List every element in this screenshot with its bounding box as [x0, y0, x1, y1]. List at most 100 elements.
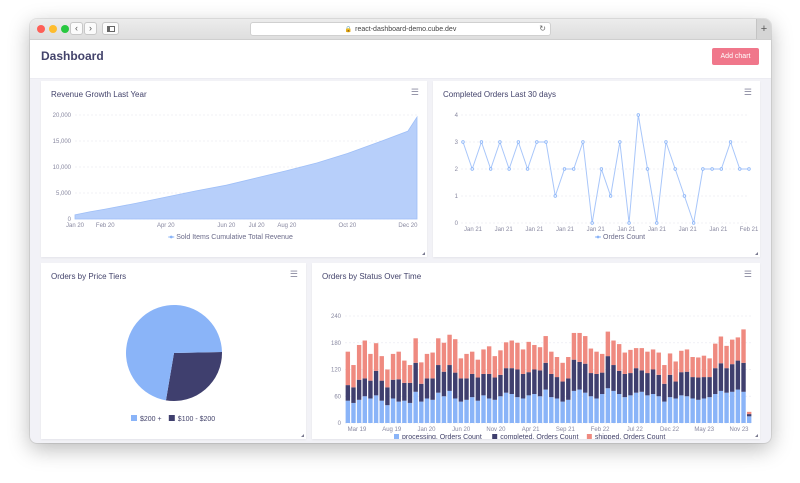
legend-label: completed, Orders Count [500, 434, 578, 439]
bar-segment [656, 396, 661, 423]
plus-icon: + [760, 23, 768, 35]
bar-segment [622, 373, 628, 398]
bar-segment [583, 392, 588, 423]
bar-segment [430, 399, 435, 423]
bar-segment [633, 368, 639, 393]
bar-segment [515, 342, 520, 370]
bar-segment [741, 362, 746, 392]
bar-segment [696, 357, 701, 378]
bar-segment [469, 373, 475, 398]
bar-segment [520, 373, 526, 399]
bar-segment [713, 343, 718, 369]
close-window-button[interactable] [37, 25, 45, 33]
bar-segment [453, 339, 458, 373]
bar-segment [560, 381, 565, 402]
bar-segment [583, 336, 588, 364]
bar-segment [385, 369, 390, 388]
data-point [535, 140, 539, 144]
bar-segment [441, 371, 447, 397]
bar-segment [503, 342, 509, 369]
bar-segment [532, 344, 537, 370]
bar-segment [645, 395, 650, 423]
bar-segment [599, 394, 605, 423]
x-tick-label: Jan 21 [617, 227, 636, 233]
bar-segment [419, 383, 424, 402]
reload-icon[interactable]: ↻ [539, 24, 546, 33]
bar-segment [407, 402, 413, 423]
menu-icon[interactable]: ☰ [743, 269, 752, 279]
pie-slice-100-200 [165, 352, 223, 401]
bar-segment [526, 341, 531, 373]
y-tick-label: 60 [334, 394, 341, 400]
legend-label: processing, Orders Count [402, 434, 482, 439]
y-tick-label: 2 [455, 167, 459, 173]
maximize-window-button[interactable] [61, 25, 69, 33]
resize-handle-icon[interactable] [301, 434, 304, 437]
bar-segment [407, 365, 413, 383]
sidebar-toggle-button[interactable] [102, 22, 119, 35]
bar-segment [447, 334, 452, 366]
bar-segment [345, 385, 351, 401]
address-bar[interactable]: 🔒 react-dashboard-demo.cube.dev ↻ [250, 22, 551, 36]
bar-segment [605, 388, 611, 423]
x-tick-label: Jan 20 [66, 223, 85, 229]
bar-segment [577, 361, 582, 390]
bar-segment [707, 397, 712, 423]
bar-segment [458, 358, 464, 379]
bar-segment [667, 353, 673, 375]
bar-segment [441, 342, 447, 372]
y-tick-label: 0 [455, 221, 459, 227]
data-point [627, 221, 631, 225]
data-point [645, 167, 650, 171]
legend-label: Orders Count [603, 234, 645, 241]
bar-segment [639, 370, 644, 392]
bar-segment [611, 365, 616, 391]
bar-segment [594, 373, 599, 399]
forward-button[interactable]: › [84, 22, 97, 35]
bar-segment [486, 346, 492, 374]
data-point [581, 140, 585, 144]
y-tick-label: 120 [331, 368, 342, 374]
bar-segment [475, 377, 481, 401]
bar-segment [424, 353, 430, 379]
bar-segment [571, 332, 577, 360]
back-button[interactable]: ‹ [70, 22, 83, 35]
legend-label: $200 + [140, 416, 162, 423]
x-tick-label: Dec 22 [660, 427, 680, 433]
resize-handle-icon[interactable] [422, 252, 425, 255]
bar-segment [611, 390, 616, 423]
x-tick-label: Jan 21 [525, 227, 544, 233]
data-point [738, 167, 742, 171]
x-tick-label: Jan 20 [417, 427, 436, 433]
minimize-window-button[interactable] [49, 25, 57, 33]
new-tab-button[interactable]: + [756, 19, 771, 39]
bar-segment [481, 395, 486, 423]
resize-handle-icon[interactable] [755, 252, 758, 255]
bar-segment [458, 401, 464, 423]
status-chart-card: Orders by Status Over Time ☰ 0 60 120 180 24… [312, 263, 760, 439]
bar-segment [735, 389, 741, 423]
x-tick-label: Jun 20 [217, 223, 236, 229]
x-tick-label: Jan 21 [464, 227, 483, 233]
bar-segment [447, 365, 452, 391]
bar-segment [362, 340, 367, 379]
resize-handle-icon[interactable] [755, 434, 758, 437]
bar-segment [650, 349, 656, 370]
x-tick-label: Jul 22 [627, 427, 644, 433]
bar-segment [498, 374, 503, 397]
bar-segment [588, 373, 594, 397]
bar-segment [430, 352, 435, 379]
bar-segment [464, 353, 469, 379]
bar-segment [616, 370, 622, 395]
bar-segment [498, 396, 503, 423]
add-chart-button[interactable]: Add chart [712, 48, 759, 65]
menu-icon[interactable]: ☰ [410, 87, 419, 97]
menu-icon[interactable]: ☰ [743, 87, 752, 97]
bar-segment [549, 373, 554, 398]
bar-segment [713, 368, 718, 395]
menu-icon[interactable]: ☰ [289, 269, 298, 279]
x-tick-label: Jan 21 [709, 227, 728, 233]
bar-segment [746, 414, 752, 417]
revenue-area [74, 115, 418, 220]
bar-segment [730, 339, 735, 365]
